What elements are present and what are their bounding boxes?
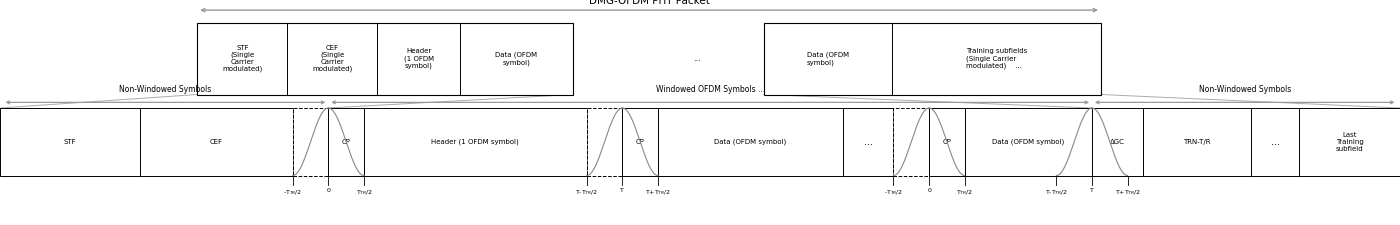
Bar (293, 108, 329, 176)
Bar (893, 108, 930, 176)
Text: Non-Windowed Symbols: Non-Windowed Symbols (119, 86, 211, 94)
Text: CEF: CEF (210, 139, 223, 145)
Text: 0: 0 (927, 188, 931, 193)
Text: T-T$_{TR}$/2: T-T$_{TR}$/2 (575, 188, 598, 197)
Text: Header
(1 OFDM
symbol): Header (1 OFDM symbol) (403, 48, 434, 69)
Text: CEF
(Single
Carrier
modulated): CEF (Single Carrier modulated) (312, 45, 353, 72)
Text: ...: ... (1271, 137, 1280, 147)
Text: Windowed OFDM Symbols ...: Windowed OFDM Symbols ... (655, 86, 764, 94)
Bar (1092, 108, 1142, 176)
Text: ΔGC: ΔGC (1110, 139, 1124, 145)
Bar (197, 22, 573, 94)
Bar (623, 108, 658, 176)
Text: Non-Windowed Symbols: Non-Windowed Symbols (1198, 86, 1291, 94)
Text: Last
Training
subfield: Last Training subfield (1336, 132, 1364, 152)
Text: STF
(Single
Carrier
modulated): STF (Single Carrier modulated) (223, 45, 262, 72)
Text: Training subfields
(Single Carrier
modulated)    ...: Training subfields (Single Carrier modul… (966, 48, 1028, 69)
Text: STF: STF (63, 139, 77, 145)
Text: Data (OFDM
symbol): Data (OFDM symbol) (496, 52, 538, 65)
Text: -T$_{TR}$/2: -T$_{TR}$/2 (283, 188, 302, 197)
Text: TRN-T/R: TRN-T/R (1183, 139, 1211, 145)
Bar (587, 108, 623, 176)
Bar (1252, 108, 1299, 176)
Text: T$_{TR}$/2: T$_{TR}$/2 (356, 188, 372, 197)
Text: ...: ... (693, 54, 701, 63)
Text: T+T$_{TR}$/2: T+T$_{TR}$/2 (645, 188, 671, 197)
Text: T$_{TR}$/2: T$_{TR}$/2 (956, 188, 973, 197)
Bar (0, 108, 140, 176)
Bar (1142, 108, 1252, 176)
Text: Data (OFDM symbol): Data (OFDM symbol) (993, 139, 1064, 145)
Bar (140, 108, 293, 176)
Text: T-T$_{TR}$/2: T-T$_{TR}$/2 (1044, 188, 1068, 197)
Text: 0: 0 (326, 188, 330, 193)
Bar (658, 108, 843, 176)
Text: CP: CP (942, 139, 952, 145)
Bar (930, 108, 965, 176)
Text: CP: CP (636, 139, 644, 145)
Bar (843, 108, 893, 176)
Text: T+T$_{TR}$/2: T+T$_{TR}$/2 (1114, 188, 1141, 197)
Text: DMG-OFDM PHY Packet: DMG-OFDM PHY Packet (588, 0, 710, 6)
Text: ...: ... (864, 137, 872, 147)
Bar (763, 22, 1100, 94)
Text: -T$_{TR}$/2: -T$_{TR}$/2 (883, 188, 903, 197)
Text: Data (OFDM
symbol): Data (OFDM symbol) (806, 52, 848, 65)
Bar (364, 108, 587, 176)
Bar (1299, 108, 1400, 176)
Text: Header (1 OFDM symbol): Header (1 OFDM symbol) (431, 139, 519, 145)
Text: T: T (1091, 188, 1093, 193)
Bar (965, 108, 1092, 176)
Bar (329, 108, 364, 176)
Text: Data (OFDM symbol): Data (OFDM symbol) (714, 139, 787, 145)
Text: CP: CP (342, 139, 350, 145)
Text: T: T (620, 188, 624, 193)
